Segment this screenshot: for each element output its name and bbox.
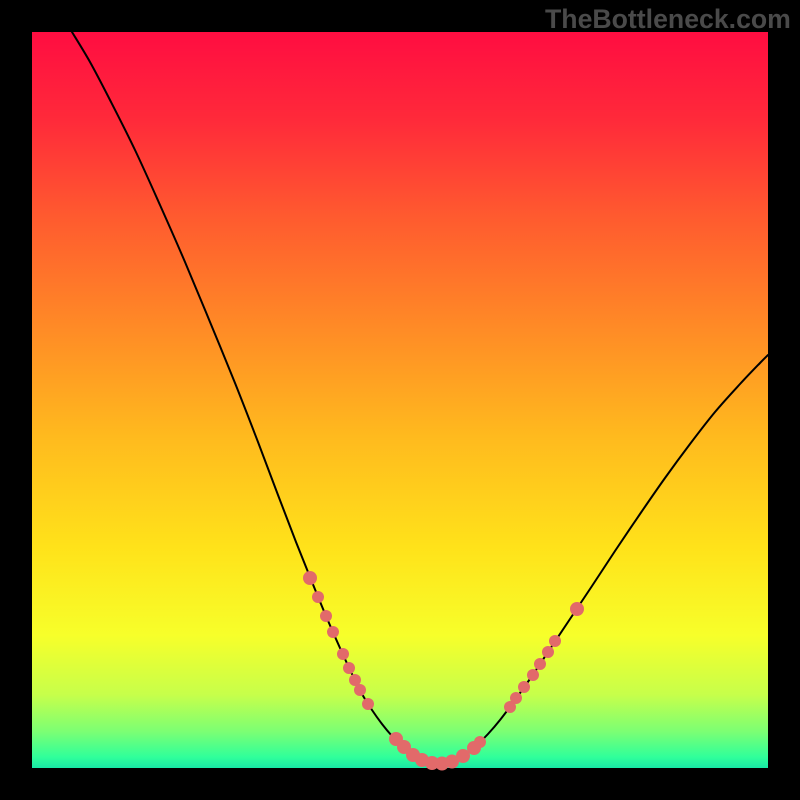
watermark-label: TheBottleneck.com — [545, 4, 791, 35]
chart-frame: TheBottleneck.com — [0, 0, 800, 800]
chart-plot-area — [32, 32, 768, 768]
